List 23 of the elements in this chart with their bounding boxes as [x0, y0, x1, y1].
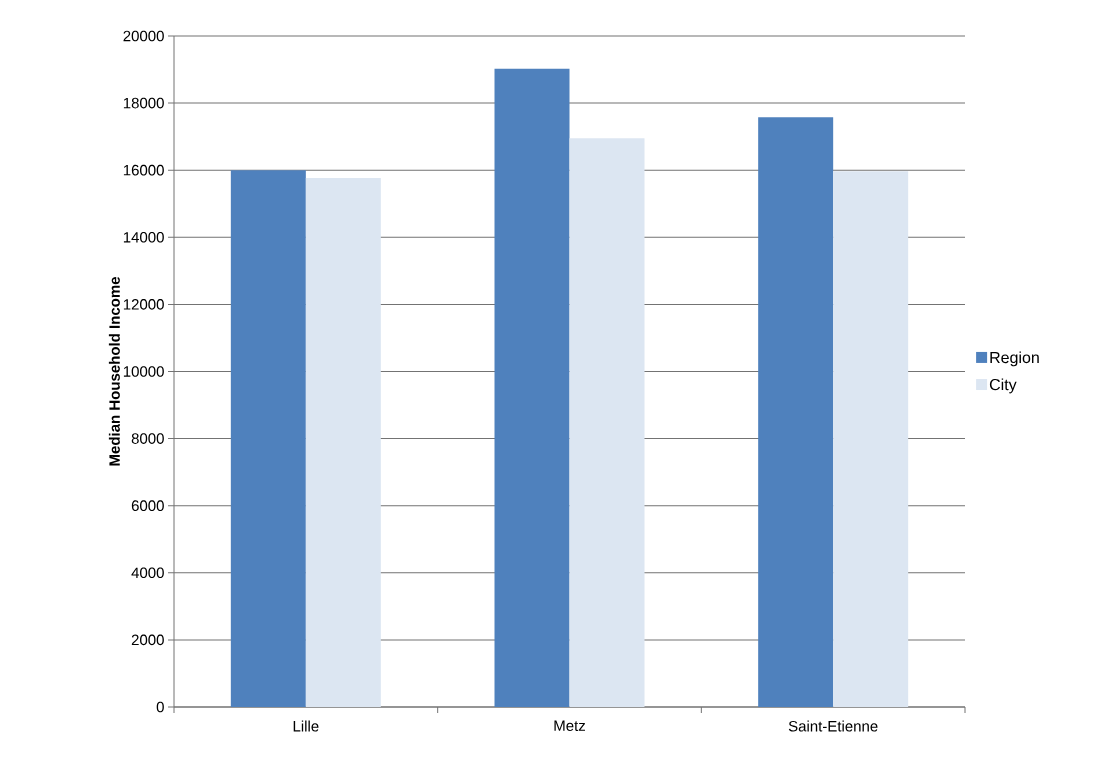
bar: [758, 117, 834, 707]
y-tick-label: 12000: [123, 299, 164, 310]
y-tick-label: 8000: [131, 433, 164, 444]
bar: [569, 138, 645, 707]
y-tick-label: 16000: [123, 164, 164, 176]
bar: [833, 171, 909, 707]
y-tick-label: 20000: [123, 30, 164, 42]
y-tick-label: 4000: [131, 567, 164, 579]
x-tick-label: Metz: [554, 720, 585, 731]
x-tick-label: Saint-Etienne: [788, 720, 878, 732]
y-tick-label: 6000: [131, 500, 164, 511]
y-tick-label: 0: [156, 701, 164, 713]
legend-label: City: [989, 378, 1017, 394]
y-tick-label: 14000: [123, 231, 164, 243]
bar: [494, 68, 570, 707]
y-axis-title: Median Household Income: [108, 276, 120, 466]
y-tick-label: 18000: [123, 97, 164, 109]
bar: [230, 170, 306, 707]
x-tick-label: Lille: [293, 720, 319, 732]
bar: [305, 177, 381, 707]
y-tick-label: 2000: [131, 634, 164, 646]
y-tick-label: 10000: [123, 366, 164, 377]
legend-label: Region: [990, 351, 1039, 367]
